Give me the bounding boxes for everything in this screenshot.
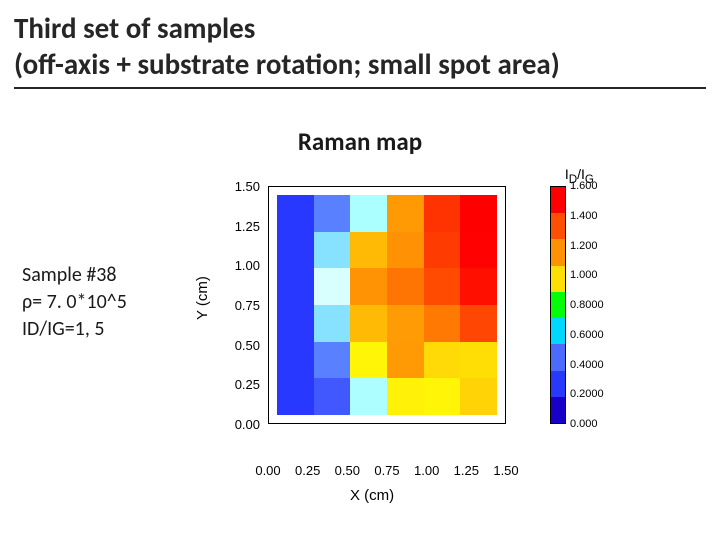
subtitle: Raman map bbox=[0, 126, 720, 157]
colorbar-segment bbox=[551, 187, 565, 214]
raman-heatmap-chart: Y (cm) X (cm) ID/IG 0.000.250.500.751.00… bbox=[200, 170, 600, 510]
y-tick: 0.75 bbox=[224, 298, 260, 313]
heat-cell bbox=[387, 378, 424, 415]
colorbar-segment bbox=[551, 397, 565, 424]
y-tick: 1.00 bbox=[224, 258, 260, 273]
heat-cell bbox=[424, 232, 461, 269]
y-tick: 1.25 bbox=[224, 219, 260, 234]
y-tick: 0.50 bbox=[224, 338, 260, 353]
sample-info: Sample #38 ρ= 7. 0*10^5 ID/IG=1, 5 bbox=[22, 262, 127, 343]
heat-cell bbox=[350, 268, 387, 305]
heat-cell bbox=[387, 268, 424, 305]
heat-cell bbox=[314, 305, 351, 342]
colorbar-tick: 1.400 bbox=[570, 210, 606, 222]
x-tick: 1.00 bbox=[412, 463, 442, 478]
colorbar-segment bbox=[551, 213, 565, 240]
heat-cell bbox=[314, 268, 351, 305]
colorbar-segment bbox=[551, 371, 565, 398]
colorbar-segment bbox=[551, 266, 565, 293]
colorbar-segment bbox=[551, 239, 565, 266]
x-tick: 0.00 bbox=[253, 463, 283, 478]
sample-line-2: ρ= 7. 0*10^5 bbox=[22, 289, 127, 316]
heat-cell bbox=[277, 195, 314, 232]
heat-cell bbox=[387, 342, 424, 379]
heat-cell bbox=[460, 232, 497, 269]
heat-cell bbox=[387, 195, 424, 232]
heat-cell bbox=[350, 195, 387, 232]
heat-cell bbox=[277, 305, 314, 342]
colorbar-tick: 0.8000 bbox=[570, 299, 606, 311]
colorbar-segment bbox=[551, 344, 565, 371]
plot-box bbox=[268, 186, 506, 424]
x-tick: 0.50 bbox=[332, 463, 362, 478]
heat-cell bbox=[277, 232, 314, 269]
heat-cell bbox=[424, 342, 461, 379]
y-tick: 0.25 bbox=[224, 377, 260, 392]
heat-cell bbox=[350, 378, 387, 415]
colorbar-segment bbox=[551, 292, 565, 319]
x-tick: 0.75 bbox=[372, 463, 402, 478]
x-tick: 1.50 bbox=[491, 463, 521, 478]
x-axis-label: X (cm) bbox=[350, 487, 394, 504]
slide-title: Third set of samples (off-axis + substra… bbox=[14, 10, 706, 89]
heat-cell bbox=[424, 305, 461, 342]
heat-cell bbox=[460, 268, 497, 305]
heat-cell bbox=[314, 342, 351, 379]
heat-cell bbox=[350, 232, 387, 269]
heat-cell bbox=[277, 342, 314, 379]
heat-cell bbox=[424, 268, 461, 305]
colorbar-tick: 0.000 bbox=[570, 418, 606, 430]
heat-cell bbox=[460, 305, 497, 342]
y-tick: 0.00 bbox=[224, 417, 260, 432]
heatmap-grid bbox=[277, 195, 497, 415]
y-axis-label: Y (cm) bbox=[194, 276, 211, 320]
heat-cell bbox=[387, 232, 424, 269]
heat-cell bbox=[314, 232, 351, 269]
sample-line-1: Sample #38 bbox=[22, 262, 127, 289]
colorbar bbox=[550, 186, 566, 424]
colorbar-tick: 1.600 bbox=[570, 180, 606, 192]
title-underline bbox=[14, 87, 706, 89]
title-line-2: (off-axis + substrate rotation; small sp… bbox=[14, 46, 706, 82]
heat-cell bbox=[424, 195, 461, 232]
heat-cell bbox=[387, 305, 424, 342]
sample-line-3: ID/IG=1, 5 bbox=[22, 316, 127, 343]
heat-cell bbox=[460, 195, 497, 232]
heat-cell bbox=[314, 195, 351, 232]
heat-cell bbox=[460, 378, 497, 415]
x-tick: 0.25 bbox=[293, 463, 323, 478]
colorbar-tick: 0.2000 bbox=[570, 388, 606, 400]
heat-cell bbox=[314, 378, 351, 415]
title-line-1: Third set of samples bbox=[14, 10, 706, 46]
colorbar-tick: 1.000 bbox=[570, 269, 606, 281]
colorbar-tick: 0.4000 bbox=[570, 359, 606, 371]
heat-cell bbox=[277, 268, 314, 305]
colorbar-tick: 0.6000 bbox=[570, 329, 606, 341]
heat-cell bbox=[277, 378, 314, 415]
y-tick: 1.50 bbox=[224, 179, 260, 194]
heat-cell bbox=[350, 305, 387, 342]
colorbar-segment bbox=[551, 318, 565, 345]
heat-cell bbox=[460, 342, 497, 379]
heat-cell bbox=[424, 378, 461, 415]
colorbar-tick: 1.200 bbox=[570, 240, 606, 252]
heat-cell bbox=[350, 342, 387, 379]
x-tick: 1.25 bbox=[451, 463, 481, 478]
